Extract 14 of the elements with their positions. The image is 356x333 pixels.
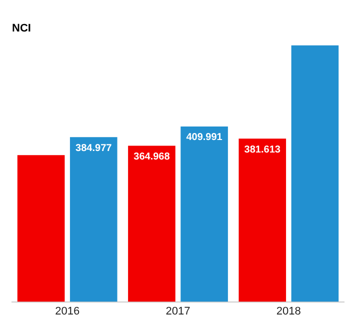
chart-title: NCI (12, 22, 31, 35)
x-tick-label: 2016 (55, 305, 80, 318)
data-label: 381.613 (244, 144, 281, 156)
bar (180, 126, 228, 302)
data-label: 409.991 (186, 132, 223, 144)
bar (128, 146, 176, 302)
data-label: 364.968 (134, 151, 170, 162)
bar (17, 155, 65, 302)
x-tick-label: 2018 (276, 305, 301, 318)
data-label: 384.977 (76, 142, 112, 154)
bar (70, 137, 118, 302)
bar (238, 138, 286, 302)
x-tick-label: 2017 (166, 305, 190, 318)
bar (291, 45, 339, 302)
